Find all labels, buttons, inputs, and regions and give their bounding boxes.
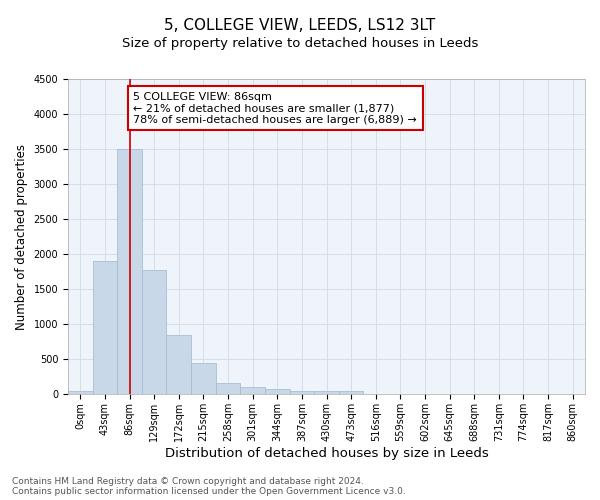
Bar bbox=[68, 391, 92, 394]
Bar bbox=[191, 363, 216, 394]
Bar bbox=[92, 261, 117, 394]
Bar bbox=[166, 335, 191, 394]
X-axis label: Distribution of detached houses by size in Leeds: Distribution of detached houses by size … bbox=[164, 447, 488, 460]
Bar bbox=[265, 389, 290, 394]
Text: Contains HM Land Registry data © Crown copyright and database right 2024.: Contains HM Land Registry data © Crown c… bbox=[12, 476, 364, 486]
Bar bbox=[314, 392, 339, 394]
Text: 5, COLLEGE VIEW, LEEDS, LS12 3LT: 5, COLLEGE VIEW, LEEDS, LS12 3LT bbox=[164, 18, 436, 32]
Bar bbox=[117, 149, 142, 394]
Bar bbox=[142, 270, 166, 394]
Text: 5 COLLEGE VIEW: 86sqm
← 21% of detached houses are smaller (1,877)
78% of semi-d: 5 COLLEGE VIEW: 86sqm ← 21% of detached … bbox=[133, 92, 417, 125]
Bar bbox=[241, 387, 265, 394]
Bar bbox=[290, 390, 314, 394]
Text: Contains public sector information licensed under the Open Government Licence v3: Contains public sector information licen… bbox=[12, 486, 406, 496]
Y-axis label: Number of detached properties: Number of detached properties bbox=[15, 144, 28, 330]
Text: Size of property relative to detached houses in Leeds: Size of property relative to detached ho… bbox=[122, 38, 478, 51]
Bar bbox=[216, 382, 241, 394]
Bar bbox=[339, 391, 364, 394]
